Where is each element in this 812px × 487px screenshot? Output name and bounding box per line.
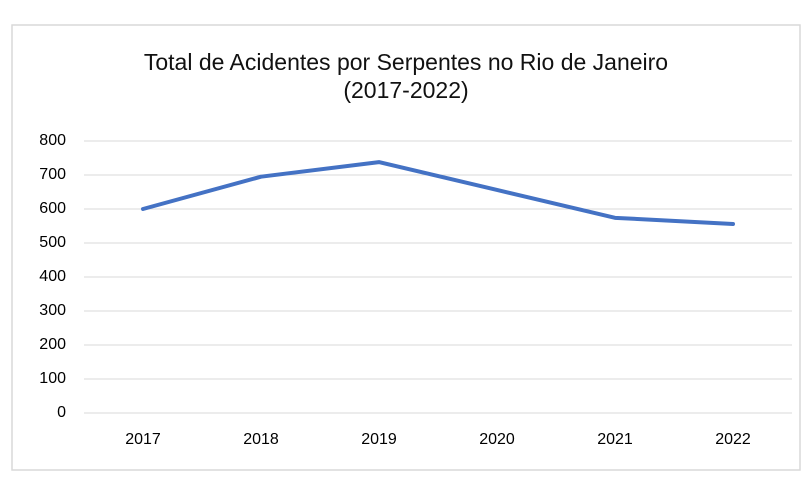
y-tick-label: 800 — [39, 132, 66, 149]
x-tick-label: 2019 — [361, 431, 397, 448]
y-tick-label: 0 — [57, 404, 66, 421]
y-tick-label: 600 — [39, 200, 66, 217]
chart-frame — [11, 24, 801, 471]
x-tick-label: 2018 — [243, 431, 279, 448]
line-series — [141, 160, 735, 226]
y-tick-label: 700 — [39, 166, 66, 183]
y-tick-label: 200 — [39, 336, 66, 353]
x-tick-label: 2021 — [597, 431, 633, 448]
y-tick-label: 100 — [39, 370, 66, 387]
x-tick-label: 2017 — [125, 431, 161, 448]
y-tick-label: 300 — [39, 302, 66, 319]
x-tick-label: 2020 — [479, 431, 515, 448]
y-tick-label: 400 — [39, 268, 66, 285]
y-tick-label: 500 — [39, 234, 66, 251]
x-tick-label: 2022 — [715, 431, 751, 448]
chart-title: Total de Acidentes por Serpentes no Rio … — [143, 49, 669, 103]
